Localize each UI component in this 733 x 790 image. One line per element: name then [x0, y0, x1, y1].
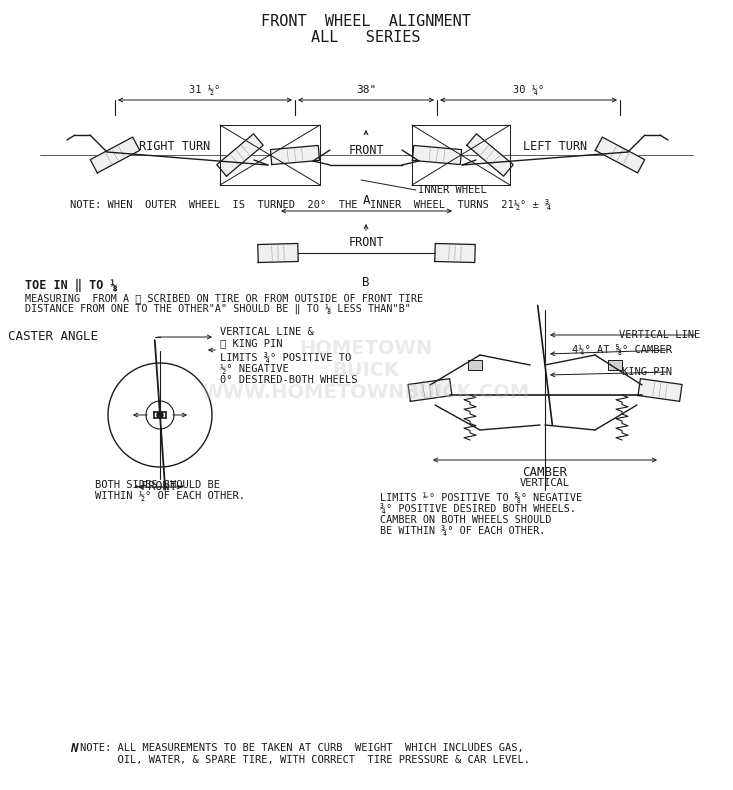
Text: TOE IN ‖ TO ⅛: TOE IN ‖ TO ⅛ [25, 279, 117, 292]
Text: ALL   SERIES: ALL SERIES [312, 31, 421, 46]
Text: INNER WHEEL: INNER WHEEL [418, 185, 487, 195]
Text: HOMETOWN
BUICK
WWW.HOMETOWNBUICK.COM: HOMETOWN BUICK WWW.HOMETOWNBUICK.COM [202, 338, 530, 401]
Text: ¾° POSITIVE DESIRED BOTH WHEELS.: ¾° POSITIVE DESIRED BOTH WHEELS. [380, 504, 576, 514]
Text: VERTICAL: VERTICAL [520, 478, 570, 488]
Polygon shape [413, 145, 462, 164]
Polygon shape [467, 134, 513, 176]
Text: CAMBER ON BOTH WHEELS SHOULD: CAMBER ON BOTH WHEELS SHOULD [380, 515, 551, 525]
Text: A: A [363, 194, 370, 208]
Text: NOTE: ALL MEASUREMENTS TO BE TAKEN AT CURB  WEIGHT  WHICH INCLUDES GAS,: NOTE: ALL MEASUREMENTS TO BE TAKEN AT CU… [80, 743, 524, 753]
Polygon shape [408, 378, 452, 401]
Text: ½° NEGATIVE: ½° NEGATIVE [220, 364, 289, 374]
Text: LEFT TURN: LEFT TURN [523, 141, 587, 153]
Polygon shape [90, 137, 140, 173]
Text: CAMBER: CAMBER [523, 465, 567, 479]
Text: 30 ¼°: 30 ¼° [513, 85, 544, 95]
Polygon shape [270, 145, 320, 164]
Bar [608, 360, 622, 370]
Text: NOTE: WHEN  OUTER  WHEEL  IS  TURNED  20°  THE  INNER  WHEEL  TURNS  21½° ± ¾: NOTE: WHEN OUTER WHEEL IS TURNED 20° THE… [70, 200, 551, 210]
Text: FRONT: FRONT [348, 236, 384, 249]
Polygon shape [217, 134, 263, 176]
Text: B: B [362, 276, 369, 289]
Circle shape [157, 412, 163, 418]
Text: VERTICAL LINE &: VERTICAL LINE & [220, 327, 314, 337]
Text: 31 ½°: 31 ½° [189, 85, 221, 95]
Polygon shape [435, 243, 475, 262]
Text: MEASURING  FROM A ℄ SCRIBED ON TIRE OR FROM OUTSIDE OF FRONT TIRE: MEASURING FROM A ℄ SCRIBED ON TIRE OR FR… [25, 293, 423, 303]
Text: VERTICAL LINE: VERTICAL LINE [619, 330, 700, 340]
Text: BE WITHIN ¾° OF EACH OTHER.: BE WITHIN ¾° OF EACH OTHER. [380, 525, 545, 536]
Bar [468, 360, 482, 370]
Polygon shape [258, 243, 298, 262]
Text: 38": 38" [356, 85, 376, 95]
Text: FRONT  WHEEL  ALIGNMENT: FRONT WHEEL ALIGNMENT [261, 14, 471, 29]
Text: DISTANCE FROM ONE TO THE OTHER"A" SHOULD BE ‖ TO ⅛ LESS THAN"B": DISTANCE FROM ONE TO THE OTHER"A" SHOULD… [25, 303, 411, 314]
Text: ℄ KING PIN: ℄ KING PIN [220, 338, 282, 348]
Polygon shape [638, 378, 682, 401]
Text: LIMITS ¾° POSITIVE TO: LIMITS ¾° POSITIVE TO [220, 352, 351, 363]
Text: 4¼° AT ⅝° CAMBER: 4¼° AT ⅝° CAMBER [572, 344, 672, 356]
Polygon shape [595, 137, 645, 173]
Text: LIMITS ⅟° POSITIVE TO ⅝° NEGATIVE: LIMITS ⅟° POSITIVE TO ⅝° NEGATIVE [380, 493, 582, 503]
Text: FRONT: FRONT [348, 144, 384, 156]
Text: RIGHT TURN: RIGHT TURN [139, 141, 210, 153]
Text: WITHIN ½° OF EACH OTHER.: WITHIN ½° OF EACH OTHER. [95, 491, 245, 501]
Text: ←FRONT→: ←FRONT→ [135, 480, 185, 494]
Text: CASTER ANGLE: CASTER ANGLE [8, 330, 98, 344]
Text: KING PIN: KING PIN [622, 367, 672, 377]
Text: OIL, WATER, & SPARE TIRE, WITH CORRECT  TIRE PRESSURE & CAR LEVEL.: OIL, WATER, & SPARE TIRE, WITH CORRECT T… [80, 755, 530, 765]
Text: BOTH SIDES SHOULD BE: BOTH SIDES SHOULD BE [95, 480, 220, 490]
Text: N: N [70, 742, 78, 754]
Text: 0° DESIRED-BOTH WHEELS: 0° DESIRED-BOTH WHEELS [220, 375, 358, 385]
